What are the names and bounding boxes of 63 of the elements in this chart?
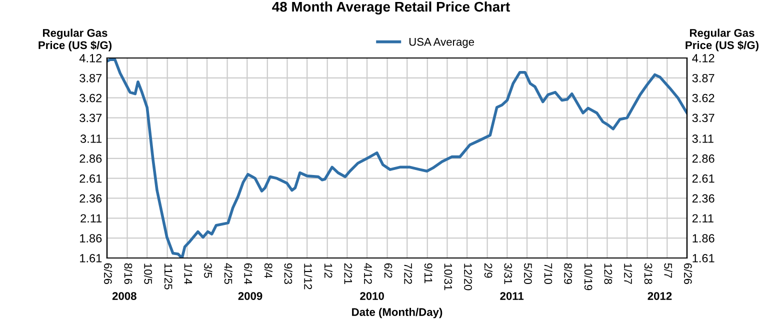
y-tick-label: 4.12 bbox=[79, 54, 102, 62]
y-tick-label: 2.36 bbox=[80, 194, 102, 203]
text: 2012 bbox=[648, 292, 672, 300]
text: 2010 bbox=[360, 292, 384, 300]
x-tick-label: 11/12 bbox=[304, 264, 312, 290]
y-axis-title: Regular Gas Price (US $/G) bbox=[38, 28, 112, 52]
x-tick-label: 5/7 bbox=[664, 263, 672, 278]
legend-label: USA Average bbox=[409, 38, 474, 48]
y2-tick-label: 3.11 bbox=[692, 134, 714, 143]
x-tick-label: 12/8 bbox=[604, 264, 612, 284]
x-tick-label: 4/12 bbox=[364, 263, 372, 284]
x-tick-label: 3/31 bbox=[504, 263, 512, 284]
x-tick-label: 1/14 bbox=[184, 264, 192, 284]
y2-tick-label: 3.87 bbox=[692, 74, 714, 82]
x-tick-label: 10/19 bbox=[584, 264, 593, 290]
x-tick-label: 4/25 bbox=[224, 263, 232, 284]
x-tick-label: 10/5 bbox=[144, 264, 152, 284]
x-tick-label: 7/22 bbox=[404, 263, 412, 284]
y2-tick-label: 3.62 bbox=[692, 94, 714, 102]
x-tick-label: 8/29 bbox=[564, 263, 572, 284]
x-tick-label: 1/27 bbox=[624, 264, 632, 284]
x-tick-label: 6/26 bbox=[104, 263, 112, 284]
x-tick-label: 8/16 bbox=[124, 263, 132, 284]
x-tick-label: 6/26 bbox=[684, 263, 692, 284]
y2-tick-label: 2.36 bbox=[692, 194, 714, 203]
y-tick-label: 3.37 bbox=[80, 114, 102, 122]
y-tick-label: 2.11 bbox=[80, 214, 102, 222]
x-tick-label: 7/10 bbox=[544, 263, 552, 284]
y2-tick-label: 1.86 bbox=[692, 234, 714, 242]
y2-axis-title: Regular Gas Price (US $/G) bbox=[686, 28, 758, 52]
y-tick-label: 2.61 bbox=[80, 174, 102, 183]
y-tick-label: 2.86 bbox=[80, 154, 102, 163]
y2-tick-label: 2.86 bbox=[692, 154, 714, 163]
text: 2008 bbox=[112, 292, 136, 300]
x-tick-label: 12/20 bbox=[464, 264, 472, 290]
y2-tick-label: 1.61 bbox=[692, 254, 714, 262]
x-tick-label: 6/2 bbox=[384, 263, 392, 278]
x-tick-label: 3/5 bbox=[204, 263, 212, 278]
text: 2011 bbox=[500, 292, 524, 300]
y-tick-label: 1.86 bbox=[80, 234, 102, 242]
x-tick-label: 2/21 bbox=[344, 263, 352, 284]
chart-title: 48 Month Average Retail Price Chart bbox=[272, 1, 510, 15]
x-tick-label: 8/4 bbox=[264, 263, 273, 278]
x-tick-label: 1/2 bbox=[324, 264, 333, 278]
x-tick-label: 2/9 bbox=[484, 263, 492, 278]
x-tick-label: 10/31 bbox=[444, 264, 452, 290]
y2-tick-label: 2.61 bbox=[692, 174, 714, 183]
x-tick-label: 9/11 bbox=[424, 263, 433, 284]
y2-tick-label: 2.11 bbox=[692, 214, 714, 222]
x-axis-title: Date (Month/Day) bbox=[352, 308, 442, 318]
x-tick-label: 3/18 bbox=[644, 263, 652, 284]
x-tick-label: 9/23 bbox=[284, 263, 292, 284]
y-tick-label: 1.61 bbox=[80, 254, 102, 262]
text: 2009 bbox=[238, 292, 262, 300]
y-tick-label: 3.87 bbox=[80, 74, 102, 82]
line-series bbox=[107, 58, 687, 258]
x-tick-label: 11/25 bbox=[164, 264, 173, 290]
y-tick-label: 3.62 bbox=[80, 94, 102, 102]
y2-tick-label: 3.37 bbox=[692, 114, 714, 122]
y2-tick-label: 4.12 bbox=[692, 54, 714, 62]
y-tick-label: 3.11 bbox=[80, 134, 102, 143]
x-tick-label: 5/20 bbox=[524, 263, 532, 284]
x-tick-label: 6/14 bbox=[244, 263, 252, 284]
